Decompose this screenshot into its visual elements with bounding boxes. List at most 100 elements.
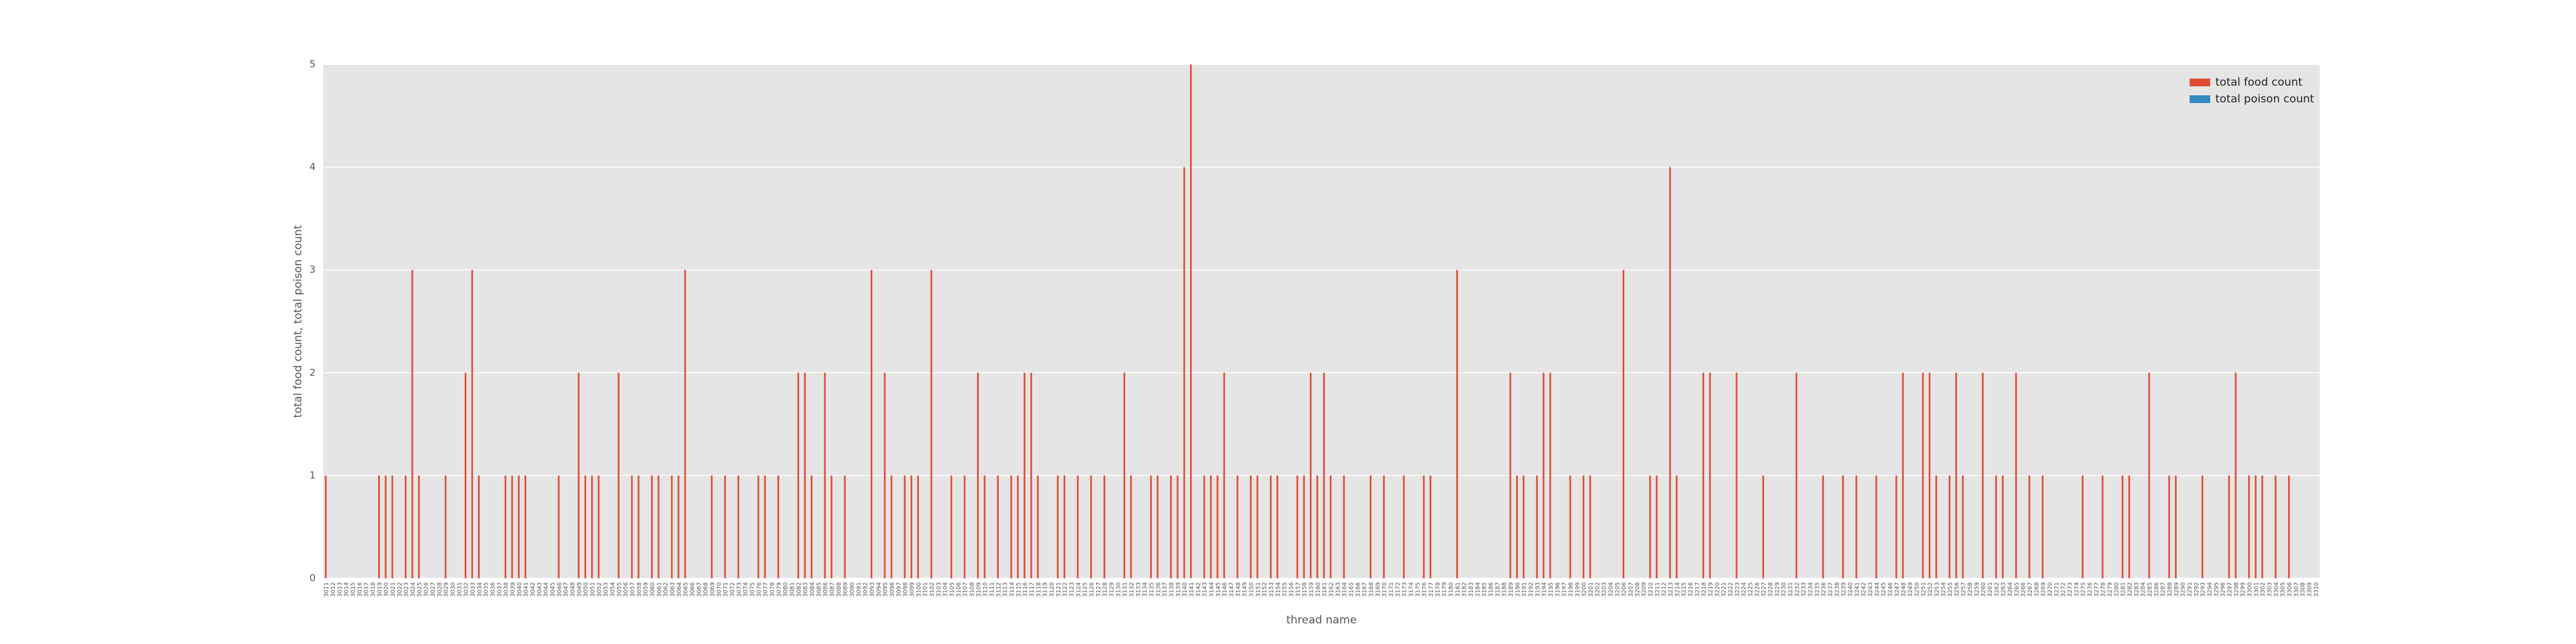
bar xyxy=(677,475,679,578)
x-tick-label: 3263 xyxy=(2001,582,2007,597)
x-tick-label: 3080 xyxy=(783,582,790,597)
x-tick-label: 3139 xyxy=(1175,582,1182,597)
y-tick-label: 3 xyxy=(309,264,316,276)
x-tick-label: 3079 xyxy=(776,582,782,597)
bar xyxy=(1676,475,1678,578)
x-tick-label: 3094 xyxy=(876,582,882,597)
x-tick-label: 3108 xyxy=(969,582,976,597)
x-tick-label: 3017 xyxy=(364,582,370,597)
x-tick-label: 3128 xyxy=(1103,582,1109,597)
x-tick-label: 3085 xyxy=(816,582,822,597)
bar xyxy=(1309,372,1312,578)
bar xyxy=(1269,475,1272,578)
x-tick-label: 3084 xyxy=(810,582,816,597)
x-tick-label: 3223 xyxy=(1734,582,1741,597)
bar xyxy=(1249,475,1252,578)
x-tick-label: 3195 xyxy=(1548,582,1555,597)
x-tick-label: 3221 xyxy=(1721,582,1728,597)
bar xyxy=(2015,372,2017,578)
x-tick-label: 3242 xyxy=(1861,582,1868,597)
x-tick-label: 3063 xyxy=(670,582,676,597)
x-tick-label: 3056 xyxy=(623,582,630,597)
bar xyxy=(737,475,739,578)
x-tick-label: 3064 xyxy=(676,582,683,597)
bar xyxy=(1170,475,1172,578)
x-tick-label: 3291 xyxy=(2187,582,2193,597)
x-tick-label: 3290 xyxy=(2181,582,2187,597)
x-tick-label: 3256 xyxy=(1954,582,1960,597)
y-tick-label: 2 xyxy=(309,366,316,378)
bar xyxy=(1303,475,1305,578)
x-tick-label: 3116 xyxy=(1023,582,1029,597)
x-tick-label: 3189 xyxy=(1508,582,1515,597)
x-tick-label: 3169 xyxy=(1375,582,1381,597)
bar xyxy=(670,475,673,578)
x-tick-label: 3106 xyxy=(956,582,962,597)
bar xyxy=(2228,475,2230,578)
bar xyxy=(917,475,919,578)
x-tick-label: 3210 xyxy=(1648,582,1654,597)
x-tick-label: 3269 xyxy=(2041,582,2047,597)
bar xyxy=(1928,372,1931,578)
x-tick-label: 3015 xyxy=(350,582,357,597)
x-tick-label: 3245 xyxy=(1881,582,1888,597)
bar xyxy=(977,372,979,578)
x-tick-label: 3225 xyxy=(1748,582,1754,597)
x-tick-label: 3102 xyxy=(929,582,936,597)
bar xyxy=(630,475,633,578)
x-tick-label: 3028 xyxy=(437,582,443,597)
x-tick-label: 3167 xyxy=(1362,582,1368,597)
bar xyxy=(1296,475,1298,578)
x-tick-label: 3249 xyxy=(1908,582,1914,597)
bar xyxy=(710,475,713,578)
bar xyxy=(558,475,560,578)
y-tick-label: 4 xyxy=(309,161,316,173)
x-tick-label: 3146 xyxy=(1222,582,1229,597)
x-tick-label: 3050 xyxy=(583,582,590,597)
bar xyxy=(904,475,906,578)
bar xyxy=(1669,167,1671,579)
y-tick-label: 5 xyxy=(309,59,316,70)
x-tick-label: 3294 xyxy=(2207,582,2213,597)
x-tick-label: 3065 xyxy=(683,582,690,597)
x-tick-label: 3062 xyxy=(663,582,670,597)
x-tick-label: 3257 xyxy=(1961,582,1967,597)
bar xyxy=(1762,475,1765,578)
x-tick-label: 3012 xyxy=(330,582,337,597)
x-tick-label: 3111 xyxy=(989,582,996,597)
x-tick-label: 3105 xyxy=(949,582,956,597)
x-tick-label: 3052 xyxy=(596,582,603,597)
bar xyxy=(584,475,587,578)
x-tick-label: 3278 xyxy=(2101,582,2107,597)
x-tick-label: 3280 xyxy=(2114,582,2120,597)
x-tick-label: 3091 xyxy=(856,582,862,597)
bar xyxy=(1935,475,1937,578)
bar xyxy=(1855,475,1857,578)
x-tick-label: 3259 xyxy=(1974,582,1980,597)
x-tick-label: 3218 xyxy=(1701,582,1708,597)
x-tick-label: 3060 xyxy=(650,582,656,597)
x-tick-label: 3075 xyxy=(750,582,756,597)
x-tick-label: 3201 xyxy=(1588,582,1595,597)
x-tick-label: 3067 xyxy=(696,582,703,597)
x-tick-label: 3068 xyxy=(703,582,710,597)
x-tick-label: 3260 xyxy=(1981,582,1987,597)
bar xyxy=(598,475,600,578)
x-tick-label: 3036 xyxy=(490,582,497,597)
x-tick-label: 3303 xyxy=(2267,582,2273,597)
x-tick-label: 3176 xyxy=(1422,582,1428,597)
x-tick-label: 3222 xyxy=(1728,582,1734,597)
x-tick-label: 3098 xyxy=(903,582,909,597)
bar xyxy=(1536,475,1538,578)
x-tick-label: 3069 xyxy=(710,582,716,597)
x-tick-label: 3171 xyxy=(1388,582,1395,597)
x-tick-label: 3306 xyxy=(2287,582,2293,597)
bar xyxy=(910,475,913,578)
x-tick-label: 3264 xyxy=(2007,582,2014,597)
x-tick-label: 3250 xyxy=(1914,582,1920,597)
x-tick-label: 3136 xyxy=(1155,582,1162,597)
x-tick-label: 3309 xyxy=(2307,582,2313,597)
x-tick-label: 3224 xyxy=(1741,582,1748,597)
bar xyxy=(2168,475,2170,578)
bar xyxy=(810,475,813,578)
